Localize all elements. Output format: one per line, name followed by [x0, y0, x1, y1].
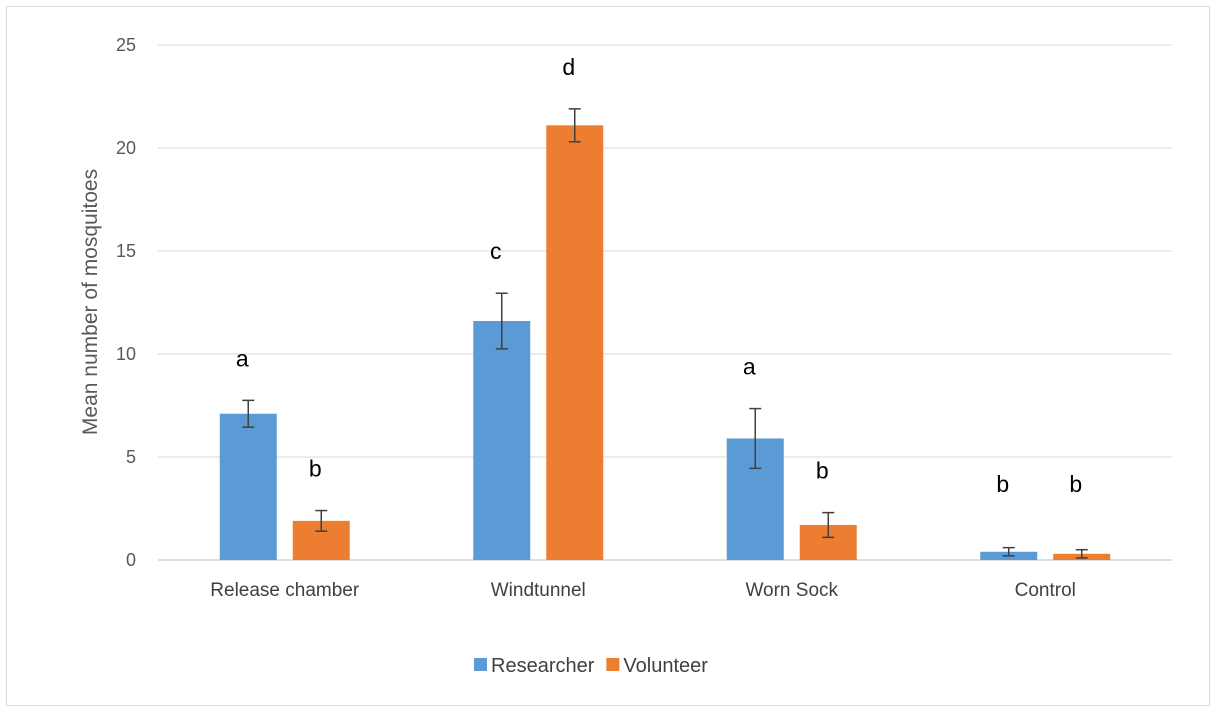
chart-frame	[6, 6, 1210, 706]
gridlines	[158, 44, 1172, 561]
significance-letter: a	[236, 345, 249, 371]
category-label: Windtunnel	[491, 580, 586, 601]
significance-letter: b	[996, 471, 1009, 497]
legend-swatch	[474, 658, 487, 671]
legend-swatch	[606, 658, 620, 671]
significance-letter: d	[562, 54, 575, 80]
y-tick-label: 15	[116, 241, 136, 261]
y-tick-label: 20	[116, 138, 136, 158]
category-label: Worn Sock	[745, 580, 838, 601]
legend-label: Volunteer	[623, 655, 708, 677]
y-tick-label: 10	[116, 344, 136, 364]
y-tick-label: 5	[126, 447, 136, 467]
significance-letters: a b c d a b b b	[236, 54, 1082, 497]
bar-volunteer	[546, 125, 604, 560]
category-labels: Release chamber Windtunnel Worn Sock Contro…	[210, 580, 1076, 601]
significance-letter: c	[490, 238, 502, 264]
category-label: Control	[1015, 580, 1076, 601]
bars	[219, 125, 1111, 560]
y-axis-label: Mean number of mosquitoes	[79, 169, 102, 435]
bar-researcher	[473, 321, 531, 560]
legend-label: Researcher	[491, 655, 595, 677]
y-tick-label: 0	[126, 550, 136, 570]
legend: Researcher Volunteer	[474, 655, 708, 677]
error-bars	[242, 108, 1088, 559]
significance-letter: b	[1069, 471, 1082, 497]
y-tick-label: 25	[116, 35, 136, 55]
significance-letter: b	[309, 456, 322, 482]
y-axis-ticks: 0 5 10 15 20 25	[116, 35, 136, 570]
significance-letter: b	[816, 458, 829, 484]
significance-letter: a	[743, 354, 756, 380]
bar-researcher	[219, 413, 277, 560]
category-label: Release chamber	[210, 580, 360, 601]
